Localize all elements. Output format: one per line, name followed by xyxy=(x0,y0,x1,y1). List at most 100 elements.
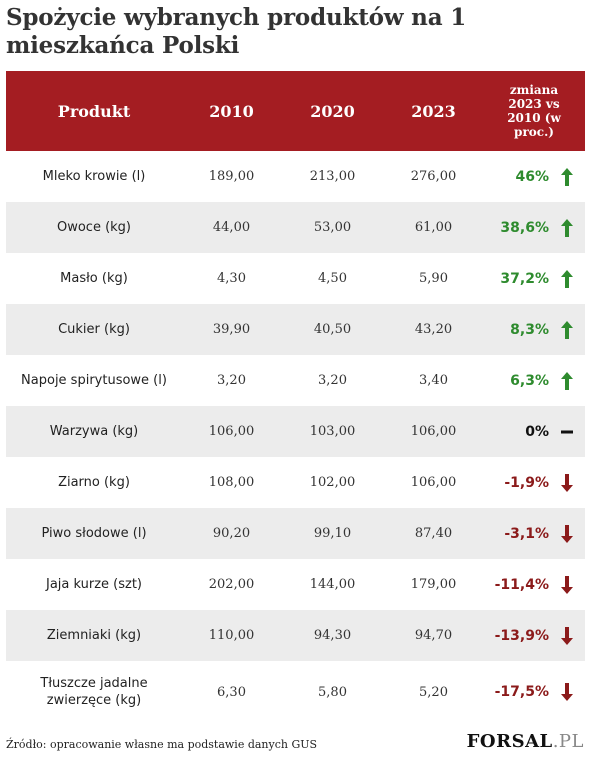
arrow-down-icon xyxy=(561,626,573,645)
change-value: 6,3% xyxy=(510,372,549,389)
table-row: Piwo słodowe (l) 90,20 99,10 87,40 -3,1% xyxy=(6,508,585,559)
value-2023-cell: 43,20 xyxy=(414,322,453,337)
change-value: 38,6% xyxy=(500,219,549,236)
value-2023-cell: 5,90 xyxy=(419,271,448,286)
change-value: -1,9% xyxy=(504,474,549,491)
value-2020-cell: 3,20 xyxy=(318,373,347,388)
change-cell: -3,1% xyxy=(483,524,585,543)
value-2010-cell: 110,00 xyxy=(208,628,255,643)
table-row: Napoje spirytusowe (l) 3,20 3,20 3,40 6,3% xyxy=(6,355,585,406)
table-row: Cukier (kg) 39,90 40,50 43,20 8,3% xyxy=(6,304,585,355)
change-value: -17,5% xyxy=(494,684,549,700)
change-cell: -11,4% xyxy=(483,575,585,594)
value-2010-cell: 202,00 xyxy=(208,577,255,592)
arrow-up-icon xyxy=(561,320,573,339)
value-2010-cell: 108,00 xyxy=(208,475,255,490)
forsal-logo: FORSAL.PL xyxy=(467,731,584,752)
chart-title: Spożycie wybranych produktów na 1 mieszk… xyxy=(6,4,467,59)
table-row: Mleko krowie (l) 189,00 213,00 276,00 46% xyxy=(6,151,585,202)
table-row: Ziemniaki (kg) 110,00 94,30 94,70 -13,9% xyxy=(6,610,585,661)
arrow-down-icon xyxy=(561,473,573,492)
table-row: Jaja kurze (szt) 202,00 144,00 179,00 -11,4% xyxy=(6,559,585,610)
value-2023-cell: 276,00 xyxy=(410,169,457,184)
product-cell: Jaja kurze (szt) xyxy=(45,577,142,592)
change-cell: 38,6% xyxy=(483,218,585,237)
product-cell: Ziarno (kg) xyxy=(58,475,130,490)
value-2020-cell: 40,50 xyxy=(313,322,352,337)
arrow-up-icon xyxy=(561,218,573,237)
table-row: Tłuszcze jadalne zwierzęce (kg) 6,30 5,80 5… xyxy=(6,661,585,723)
product-cell: Ziemniaki (kg) xyxy=(46,628,142,643)
value-2023-cell: 5,20 xyxy=(419,684,448,700)
product-cell: Owoce (kg) xyxy=(56,220,132,235)
change-value: 0% xyxy=(525,423,549,440)
value-2023-cell: 106,00 xyxy=(410,424,457,439)
change-value: 37,2% xyxy=(500,270,549,287)
logo-main: FORSAL xyxy=(466,731,553,752)
change-value: -11,4% xyxy=(494,576,549,593)
value-2023-cell: 179,00 xyxy=(410,577,457,592)
arrow-down-icon xyxy=(561,683,573,701)
change-cell: -17,5% xyxy=(483,683,585,701)
table-row: Ziarno (kg) 108,00 102,00 106,00 -1,9% xyxy=(6,457,585,508)
source-note: Źródło: opracowanie własne ma podstawie … xyxy=(6,738,318,751)
value-2020-cell: 4,50 xyxy=(318,271,347,286)
header-product: Produkt xyxy=(57,101,131,121)
value-2010-cell: 44,00 xyxy=(212,220,251,235)
dash-icon xyxy=(561,430,573,433)
table-row: Warzywa (kg) 106,00 103,00 106,00 0% xyxy=(6,406,585,457)
change-value: -13,9% xyxy=(494,627,549,644)
change-cell: 37,2% xyxy=(483,269,585,288)
table-row: Masło (kg) 4,30 4,50 5,90 37,2% xyxy=(6,253,585,304)
value-2010-cell: 189,00 xyxy=(208,169,255,184)
header-change: zmiana 2023 vs 2010 (w proc.) xyxy=(507,83,561,139)
change-cell: 46% xyxy=(483,167,585,186)
header-2023: 2023 xyxy=(411,101,456,121)
consumption-table: Produkt 2010 2020 2023 zmiana 2023 vs 20… xyxy=(6,71,585,723)
product-cell: Napoje spirytusowe (l) xyxy=(21,373,167,388)
value-2023-cell: 61,00 xyxy=(414,220,453,235)
product-cell: Tłuszcze jadalne zwierzęce (kg) xyxy=(40,676,148,708)
table-row: Owoce (kg) 44,00 53,00 61,00 38,6% xyxy=(6,202,585,253)
arrow-up-icon xyxy=(561,371,573,390)
product-cell: Piwo słodowe (l) xyxy=(41,526,147,541)
value-2023-cell: 94,70 xyxy=(414,628,453,643)
value-2010-cell: 90,20 xyxy=(212,526,251,541)
value-2020-cell: 53,00 xyxy=(313,220,352,235)
value-2020-cell: 5,80 xyxy=(318,684,347,700)
product-cell: Cukier (kg) xyxy=(58,322,130,337)
value-2010-cell: 4,30 xyxy=(217,271,246,286)
change-cell: 6,3% xyxy=(483,371,585,390)
header-2020: 2020 xyxy=(310,101,355,121)
table-header: Produkt 2010 2020 2023 zmiana 2023 vs 20… xyxy=(6,71,585,151)
value-2010-cell: 39,90 xyxy=(212,322,251,337)
change-value: 46% xyxy=(515,168,549,185)
change-value: 8,3% xyxy=(510,321,549,338)
value-2010-cell: 106,00 xyxy=(208,424,255,439)
change-cell: -13,9% xyxy=(483,626,585,645)
product-cell: Warzywa (kg) xyxy=(49,424,139,439)
change-cell: 0% xyxy=(483,423,585,441)
value-2010-cell: 6,30 xyxy=(217,684,246,700)
value-2023-cell: 87,40 xyxy=(414,526,453,541)
value-2020-cell: 102,00 xyxy=(309,475,356,490)
change-value: -3,1% xyxy=(504,525,549,542)
value-2010-cell: 3,20 xyxy=(217,373,246,388)
value-2020-cell: 144,00 xyxy=(309,577,356,592)
value-2020-cell: 94,30 xyxy=(313,628,352,643)
value-2020-cell: 213,00 xyxy=(309,169,356,184)
arrow-up-icon xyxy=(561,269,573,288)
header-2010: 2010 xyxy=(209,101,254,121)
arrow-down-icon xyxy=(561,575,573,594)
logo-suffix: .PL xyxy=(552,731,584,752)
table-body: Mleko krowie (l) 189,00 213,00 276,00 46% Owo… xyxy=(6,151,585,723)
value-2023-cell: 106,00 xyxy=(410,475,457,490)
arrow-down-icon xyxy=(561,524,573,543)
change-cell: 8,3% xyxy=(483,320,585,339)
value-2020-cell: 103,00 xyxy=(309,424,356,439)
value-2020-cell: 99,10 xyxy=(313,526,352,541)
change-cell: -1,9% xyxy=(483,473,585,492)
product-cell: Mleko krowie (l) xyxy=(42,169,146,184)
product-cell: Masło (kg) xyxy=(60,271,128,286)
arrow-up-icon xyxy=(561,167,573,186)
